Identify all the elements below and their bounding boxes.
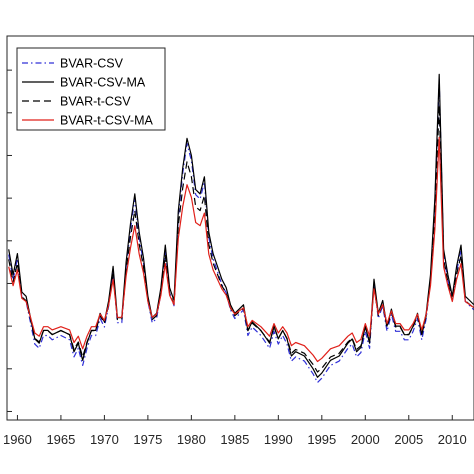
axes-frame [6, 35, 474, 421]
x-tick-label: 2005 [394, 432, 423, 447]
x-tick-label: 1975 [133, 432, 162, 447]
legend-label: BVAR-CSV-MA [60, 76, 146, 90]
x-tick-label: 1960 [3, 432, 32, 447]
series-layer [8, 73, 474, 384]
legend-label: BVAR-t-CSV-MA [60, 114, 153, 128]
x-tick-label: 1995 [307, 432, 336, 447]
legend-label: BVAR-t-CSV [60, 95, 131, 109]
x-tick-label: 1980 [177, 432, 206, 447]
legend-label: BVAR-CSV [60, 57, 124, 71]
x-tick-label: 1965 [46, 432, 75, 447]
ticks-layer: 1960 1965 1970 1975 1980 1985 1990 1995 2000 2005… [3, 69, 467, 447]
x-tick-label: 2000 [351, 432, 380, 447]
series-line-bvar-csv [8, 78, 474, 384]
series-line-bvar-t-csv-ma [8, 136, 474, 363]
x-tick-label: 1990 [264, 432, 293, 447]
x-tick-label: 2010 [438, 432, 467, 447]
legend-box [16, 47, 166, 131]
x-tick-label: 1970 [90, 432, 119, 447]
series-line-bvar-t-csv [8, 104, 474, 373]
legend: BVAR-CSV BVAR-CSV-MA BVAR-t-CSV BVAR-t-CSV-… [16, 47, 166, 131]
x-tick-label: 1985 [220, 432, 249, 447]
